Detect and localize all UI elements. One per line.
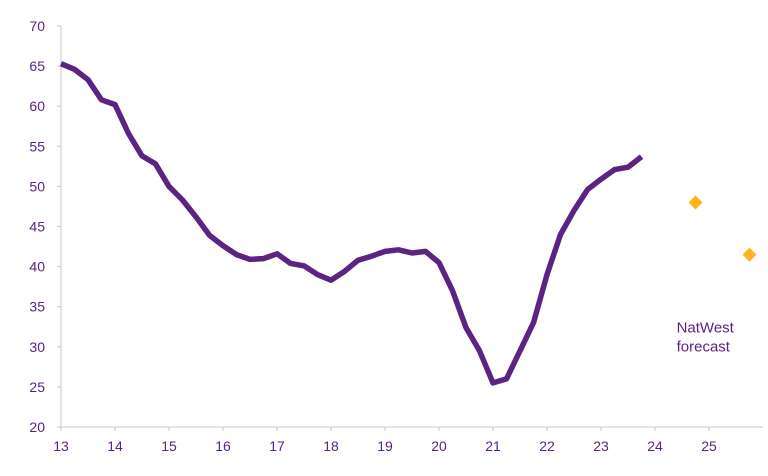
y-tick-label: 45	[29, 219, 45, 235]
x-tick-label: 22	[539, 438, 555, 454]
x-tick-label: 24	[647, 438, 663, 454]
y-tick-label: 30	[29, 339, 45, 355]
axes	[60, 26, 763, 428]
x-tick-label: 19	[377, 438, 393, 454]
x-tick-label: 14	[107, 438, 123, 454]
x-tick-label: 25	[701, 438, 717, 454]
y-tick-label: 70	[29, 18, 45, 34]
y-tick-label: 50	[29, 178, 45, 194]
x-tick-label: 20	[431, 438, 447, 454]
y-tick-label: 55	[29, 138, 45, 154]
x-tick-label: 21	[485, 438, 501, 454]
forecast-diamond-marker	[688, 195, 703, 210]
annotations: NatWest forecast	[677, 319, 735, 355]
y-tick-label: 40	[29, 259, 45, 275]
forecast-diamond-marker	[742, 247, 757, 262]
x-tick-label: 15	[161, 438, 177, 454]
y-tick-label: 35	[29, 299, 45, 315]
x-tick-label: 13	[53, 438, 69, 454]
x-tick-label: 16	[215, 438, 231, 454]
y-axis-ticks: 20 25 30 35 40 45 50 55 60 65 70	[29, 18, 61, 435]
x-tick-label: 23	[593, 438, 609, 454]
annotation-label: forecast	[677, 338, 731, 355]
y-tick-label: 25	[29, 379, 45, 395]
y-tick-label: 65	[29, 58, 45, 74]
y-tick-label: 20	[29, 419, 45, 435]
x-tick-label: 17	[269, 438, 285, 454]
x-axis-ticks: 13 14 15 16 17 18 19 20 21 22 23 24 25	[53, 427, 717, 454]
series-line	[59, 61, 644, 386]
x-tick-label: 18	[323, 438, 339, 454]
annotation-label: NatWest	[677, 319, 735, 336]
y-tick-label: 60	[29, 98, 45, 114]
series-group	[59, 61, 757, 386]
